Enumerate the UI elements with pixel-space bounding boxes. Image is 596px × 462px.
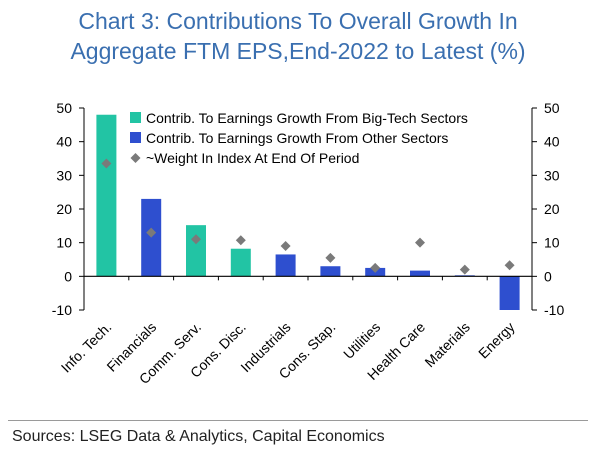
title-line-2: Aggregate FTM EPS,End-2022 to Latest (%) — [70, 38, 526, 64]
bar — [96, 114, 117, 277]
weight-marker — [280, 241, 291, 252]
y-tick-label-right: 30 — [544, 167, 560, 183]
source-divider — [8, 420, 588, 421]
y-tick-label-left: 40 — [56, 134, 72, 150]
y-tick-label-right: 10 — [544, 235, 560, 251]
legend-swatch — [130, 153, 141, 163]
x-tick-label: Materials — [421, 319, 472, 370]
bar — [186, 225, 206, 277]
y-tick-label-right: 40 — [544, 134, 560, 150]
bar — [410, 270, 430, 277]
y-tick-label-left: 50 — [56, 100, 72, 116]
chart-title: Chart 3: Contributions To Overall Growth… — [0, 6, 596, 66]
bar — [230, 248, 251, 277]
legend-label: Contrib. To Earnings Growth From Other S… — [146, 130, 448, 146]
y-tick-label-right: 20 — [544, 201, 560, 217]
y-tick-label-left: -10 — [52, 302, 72, 318]
legend-swatch — [130, 112, 141, 123]
weight-marker — [146, 227, 157, 238]
weight-marker — [101, 158, 112, 169]
weight-marker — [504, 260, 515, 271]
bar — [499, 276, 520, 310]
bar — [275, 254, 296, 277]
weight-marker — [459, 264, 470, 275]
y-tick-label-left: 0 — [64, 268, 72, 284]
y-tick-label-right: 0 — [544, 268, 552, 284]
weight-marker — [235, 235, 246, 246]
weight-marker — [325, 252, 336, 263]
source-note: Sources: LSEG Data & Analytics, Capital … — [12, 428, 385, 445]
weight-marker — [370, 262, 381, 273]
legend-label: ~Weight In Index At End Of Period — [146, 150, 359, 166]
y-tick-label-left: 30 — [56, 167, 72, 183]
y-tick-label-left: 10 — [56, 235, 72, 251]
x-tick-label: Energy — [475, 319, 518, 362]
y-tick-label-left: 20 — [56, 201, 72, 217]
y-tick-label-right: -10 — [544, 302, 564, 318]
x-tick-label: Utilities — [340, 319, 383, 362]
weight-marker — [415, 237, 425, 248]
legend-swatch — [130, 132, 141, 143]
bar — [141, 198, 162, 277]
y-tick-label-right: 50 — [544, 100, 560, 116]
legend-label: Contrib. To Earnings Growth From Big-Tec… — [146, 110, 468, 126]
bar — [320, 266, 341, 277]
weight-marker — [191, 234, 201, 245]
title-line-1: Chart 3: Contributions To Overall Growth… — [78, 8, 518, 34]
